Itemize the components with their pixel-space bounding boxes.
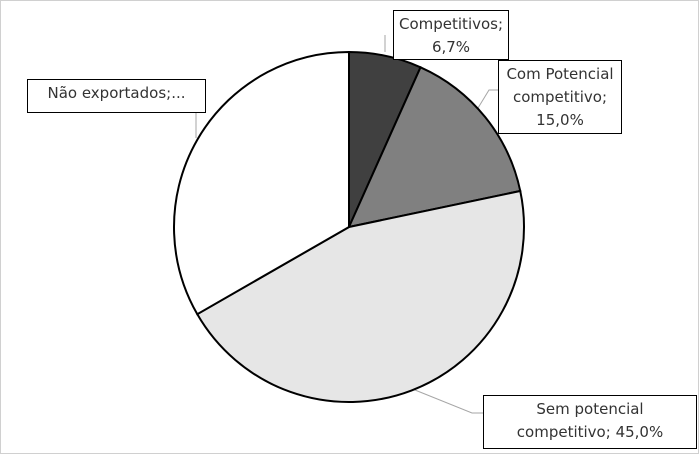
value-label: 15,0% <box>536 111 584 129</box>
leader-line <box>477 89 498 109</box>
data-label: Não exportados;... <box>27 79 206 113</box>
value-label: 45,0% <box>615 423 664 441</box>
category-label: Com Potencial competitivo; <box>506 65 614 106</box>
data-label: Competitivos; 6,7% <box>393 10 509 60</box>
pie-slice <box>173 50 350 316</box>
category-label: Sem potencial competitivo; <box>516 400 644 441</box>
data-label: Com Potencial competitivo; 15,0% <box>498 60 622 134</box>
category-label: Competitivos; <box>399 15 504 33</box>
pie-slice <box>347 65 522 229</box>
value-label: 6,7% <box>431 38 471 56</box>
data-label: Sem potencial competitivo; 45,0% <box>483 395 697 449</box>
pie-slice <box>195 189 525 403</box>
category-label: Não exportados;... <box>47 84 186 102</box>
leader-line <box>409 387 483 414</box>
